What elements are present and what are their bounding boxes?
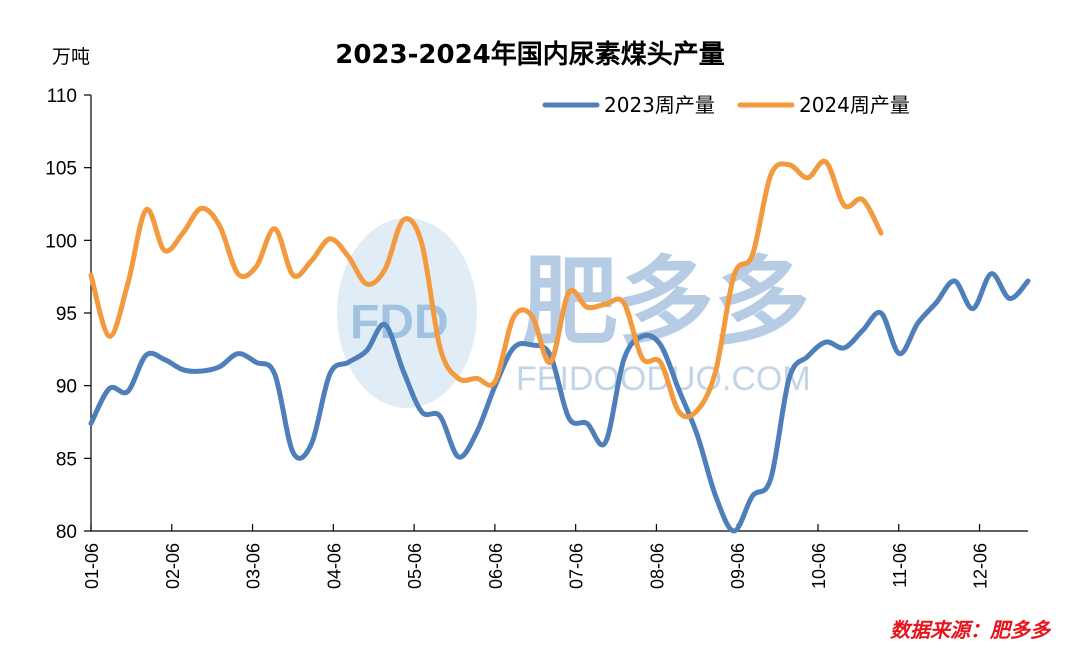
legend-label-2024: 2024周产量 xyxy=(799,93,910,117)
legend-label-2023: 2023周产量 xyxy=(604,93,715,117)
series-line-2023 xyxy=(88,271,1031,534)
source-note: 数据来源：肥多多 xyxy=(890,618,1052,642)
x-tick-label: 09-06 xyxy=(728,543,748,589)
x-tick-label: 03-06 xyxy=(244,543,264,589)
series-lines xyxy=(88,158,1031,534)
y-tick-label: 100 xyxy=(45,231,77,252)
watermark-brand-text: 肥多多 xyxy=(522,246,810,358)
x-tick-label: 11-06 xyxy=(890,543,910,588)
x-tick-label: 07-06 xyxy=(567,543,587,589)
y-tick-label: 80 xyxy=(56,522,77,543)
x-tick-label: 02-06 xyxy=(163,543,183,589)
x-ticks: 01-06 02-06 03-06 04-06 05-06 06-06 07-06 08-06… xyxy=(82,524,991,589)
x-tick-label: 05-06 xyxy=(405,543,425,589)
y-tick-label: 95 xyxy=(56,304,77,325)
y-tick-label: 85 xyxy=(56,449,77,470)
x-tick-label: 08-06 xyxy=(647,543,667,589)
y-tick-label: 105 xyxy=(45,159,77,180)
x-tick-label: 12-06 xyxy=(971,543,991,589)
y-tick-label: 90 xyxy=(56,377,77,398)
x-tick-label: 10-06 xyxy=(809,543,829,589)
y-axis-unit-label: 万吨 xyxy=(52,46,90,68)
x-tick-label: 01-06 xyxy=(82,543,102,589)
y-tick-label: 110 xyxy=(47,86,77,107)
x-tick-label: 04-06 xyxy=(324,543,344,589)
legend: 2023周产量 2024周产量 xyxy=(542,93,910,117)
x-tick-label: 06-06 xyxy=(486,543,506,589)
watermark: FDD 肥多多 FEIDOODUO.COM xyxy=(337,218,811,408)
series-line-2024 xyxy=(88,158,884,420)
chart-title: 2023-2024年国内尿素煤头产量 xyxy=(335,39,725,70)
y-ticks: 80 85 90 95 100 105 110 xyxy=(45,86,91,543)
